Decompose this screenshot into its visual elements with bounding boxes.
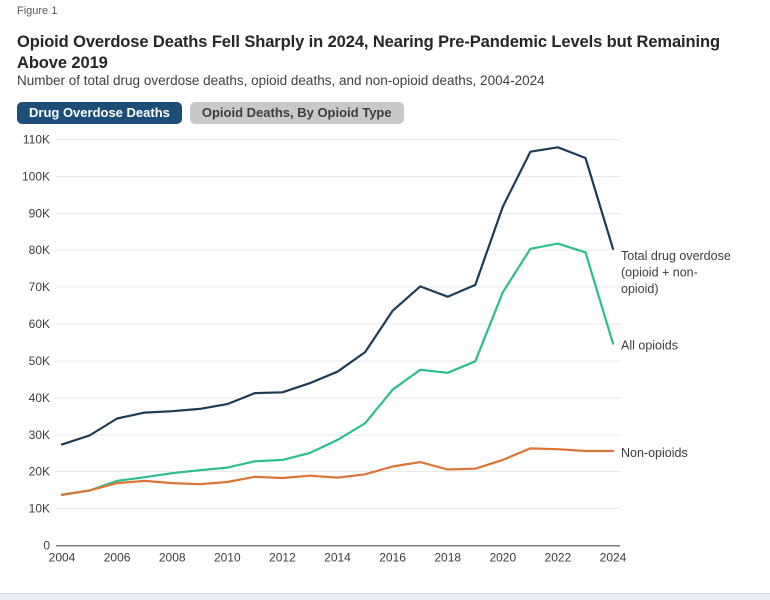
y-tick-label: 110K [23,133,50,147]
y-tick-label: 70K [29,280,50,294]
y-tick-label: 100K [22,169,50,183]
page-title: Opioid Overdose Deaths Fell Sharply in 2… [17,33,720,72]
x-tick-label: 2010 [214,551,241,565]
x-tick-label: 2018 [434,551,461,565]
x-tick-label: 2008 [159,551,186,565]
x-tick-label: 2014 [324,551,351,565]
footer-bar [0,593,770,600]
y-tick-label: 0 [43,539,50,553]
chart-view-tabs: Drug Overdose Deaths Opioid Deaths, By O… [17,102,404,125]
series-label-line: All opioids [621,339,678,353]
series-label-1: All opioids [621,339,678,353]
gridlines [56,139,621,547]
chart-subtitle: Number of total drug overdose deaths, op… [17,73,545,88]
tab-opioid-deaths-by-type[interactable]: Opioid Deaths, By Opioid Type [189,102,404,125]
series-label-line: opioid) [621,282,659,296]
series-label-0: Total drug overdose (opioid + non-opioid) [621,249,731,296]
y-tick-label: 30K [29,428,50,442]
chart-svg: 0 10K 20K 30K 40K 50K 60K 70K 80K 90K 100K 110K 2004… [22,133,731,565]
x-tick-label: 2012 [269,551,296,565]
figure-label: Figure 1 [17,5,58,17]
y-tick-label: 90K [29,206,50,220]
y-tick-label: 60K [29,317,50,331]
series-line-1 [60,242,615,496]
tab-drug-overdose-deaths[interactable]: Drug Overdose Deaths [17,102,182,125]
series-label-line: Total drug overdose [621,249,731,263]
x-tick-label: 2016 [379,551,406,565]
x-tick-label: 2020 [489,551,516,565]
y-axis-tick-labels: 0 10K 20K 30K 40K 50K 60K 70K 80K 90K 100K 110K [22,133,50,553]
series-label-line: (opioid + non- [621,265,698,279]
y-tick-label: 80K [29,243,50,257]
y-tick-label: 20K [29,465,50,479]
y-tick-label: 10K [29,502,50,516]
series-label-line: Non-opioids [621,446,688,460]
series-line-0 [60,146,615,446]
series-line-2 [60,447,615,496]
x-tick-label: 2022 [545,551,572,565]
series-label-2: Non-opioids [621,446,688,460]
line-chart: 0 10K 20K 30K 40K 50K 60K 70K 80K 90K 100K 110K 2004… [0,130,770,592]
x-tick-label: 2004 [49,551,76,565]
y-tick-label: 50K [29,354,50,368]
x-tick-label: 2024 [600,551,627,565]
x-tick-label: 2006 [104,551,131,565]
x-axis-tick-labels: 2004 2006 2008 2010 2012 2014 2016 2018 2020 2022… [49,551,627,565]
y-tick-label: 40K [29,391,50,405]
